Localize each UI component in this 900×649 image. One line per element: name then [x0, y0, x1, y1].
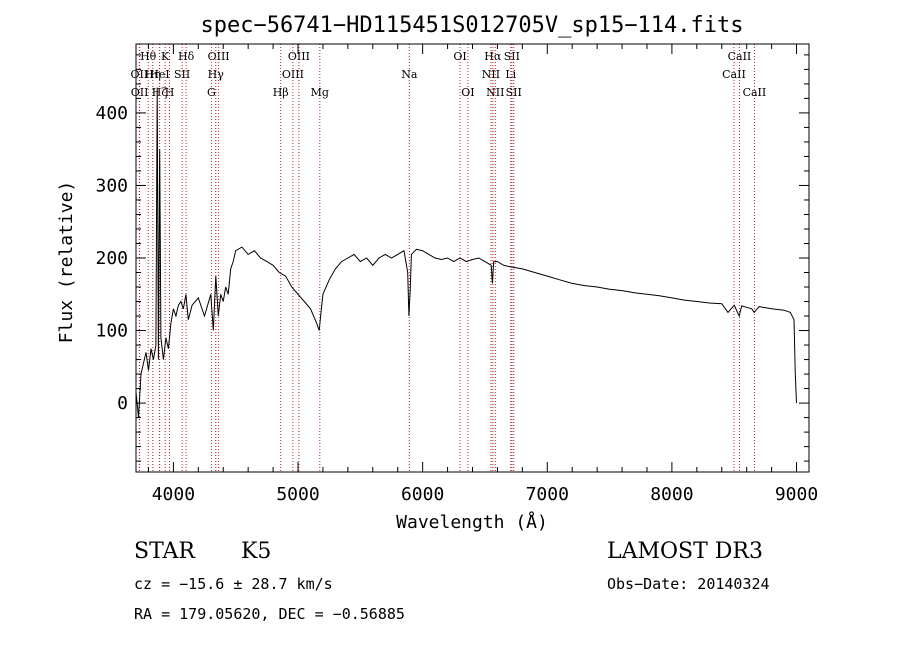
x-tick-label-4: 8000 [650, 484, 693, 505]
y-tick-label-1: 100 [95, 321, 128, 342]
marker-label-14: OIII [288, 50, 310, 63]
y-tick-label-4: 400 [95, 103, 128, 124]
marker-label-7: H [165, 86, 175, 99]
marker-label-8: SII [174, 68, 190, 81]
marker-label-19: OI [461, 86, 474, 99]
marker-label-13: Hβ [273, 86, 289, 99]
coordinates: RA = 179.05620, DEC = −0.56885 [134, 605, 405, 623]
object-class: STAR [134, 539, 195, 564]
marker-label-25: SII [506, 86, 522, 99]
marker-label-22: NII [486, 86, 504, 99]
marker-label-18: OI [453, 50, 466, 63]
marker-label-10: OIII [208, 50, 230, 63]
axis-ticks: 4000 5000 6000 7000 8000 9000 0 100 200 300 400 [95, 44, 818, 505]
marker-label-27: CaII [722, 68, 746, 81]
spectral-subclass: K5 [241, 539, 272, 564]
marker-label-28: CaII [743, 86, 767, 99]
marker-label-5: K [161, 50, 170, 63]
chart-title: spec−56741−HD115451S012705V_sp15−114.fit… [200, 13, 743, 38]
x-tick-label-1: 5000 [276, 484, 319, 505]
marker-label-12: G [207, 86, 216, 99]
marker-label-24: Li [505, 68, 516, 81]
marker-label-2: OII [131, 86, 149, 99]
x-tick-label-0: 4000 [152, 484, 195, 505]
obs-date: Obs−Date: 20140324 [607, 575, 770, 593]
y-tick-label-3: 300 [95, 175, 128, 196]
redshift-readout: cz = −15.6 ± 28.7 km/s [134, 575, 333, 593]
marker-label-0: Hθ [140, 50, 157, 63]
marker-label-23: SII [504, 50, 520, 63]
x-tick-label-2: 6000 [401, 484, 444, 505]
y-tick-label-0: 0 [117, 393, 128, 414]
marker-label-26: CaII [728, 50, 752, 63]
marker-label-16: Mg [311, 86, 329, 99]
marker-label-6: HeI [149, 68, 169, 81]
marker-label-11: Hγ [208, 68, 225, 81]
x-axis-label: Wavelength (Å) [396, 511, 548, 533]
marker-label-20: Hα [484, 50, 502, 63]
survey-name: LAMOST DR3 [607, 539, 763, 564]
x-tick-label-5: 9000 [775, 484, 818, 505]
marker-label-21: NII [482, 68, 500, 81]
plot-frame [135, 43, 810, 473]
marker-label-9: Hδ [178, 50, 195, 63]
y-tick-label-2: 200 [95, 248, 128, 269]
marker-label-17: Na [401, 68, 418, 81]
x-tick-label-3: 7000 [526, 484, 569, 505]
y-axis-label: Flux (relative) [56, 181, 77, 344]
spectrum-line [135, 87, 797, 418]
marker-label-3: Hη [145, 68, 161, 81]
marker-label-15: OIII [282, 68, 304, 81]
